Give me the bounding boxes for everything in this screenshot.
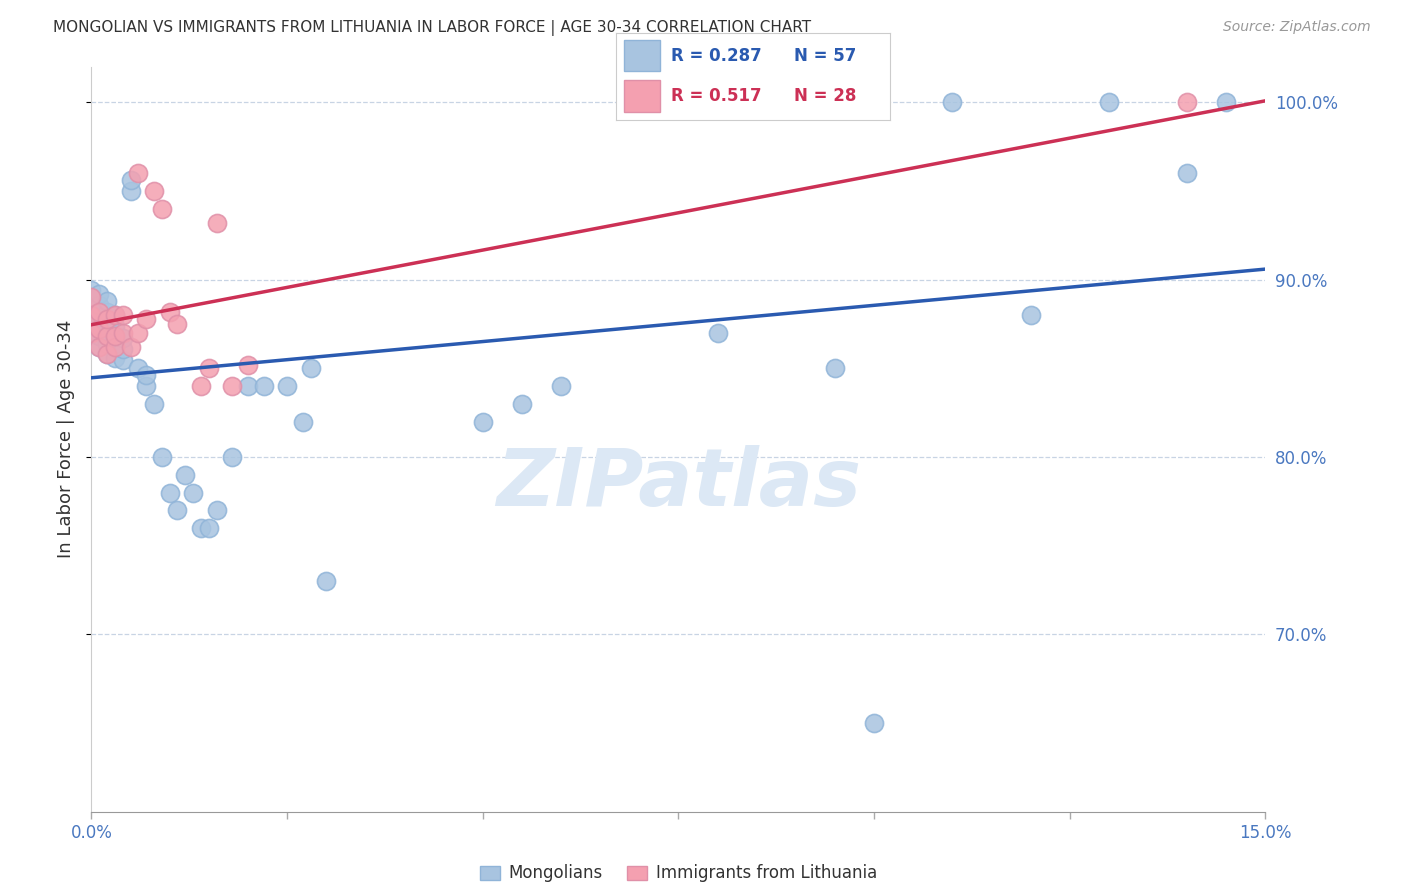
Text: MONGOLIAN VS IMMIGRANTS FROM LITHUANIA IN LABOR FORCE | AGE 30-34 CORRELATION CH: MONGOLIAN VS IMMIGRANTS FROM LITHUANIA I…: [53, 20, 811, 36]
Point: [510, 397, 533, 411]
Point: [1098, 95, 1121, 110]
Y-axis label: In Labor Force | Age 30-34: In Labor Force | Age 30-34: [58, 320, 76, 558]
Point: [1175, 166, 1198, 180]
Point: [89, 297, 111, 311]
Point: [159, 304, 181, 318]
Point: [120, 184, 142, 198]
Point: [104, 308, 127, 322]
Point: [471, 415, 494, 429]
Point: [80, 326, 103, 340]
Legend: Mongolians, Immigrants from Lithuania: Mongolians, Immigrants from Lithuania: [474, 858, 883, 889]
Point: [96, 336, 118, 351]
Point: [190, 521, 212, 535]
Point: [205, 216, 228, 230]
Point: [80, 326, 103, 340]
Point: [941, 95, 963, 110]
Point: [299, 361, 322, 376]
Point: [111, 352, 134, 367]
Text: N = 57: N = 57: [794, 46, 856, 65]
Point: [1215, 95, 1237, 110]
Text: Source: ZipAtlas.com: Source: ZipAtlas.com: [1223, 20, 1371, 34]
Point: [80, 284, 103, 298]
Point: [824, 361, 846, 376]
Point: [135, 311, 157, 326]
Point: [80, 304, 103, 318]
Text: N = 28: N = 28: [794, 87, 856, 105]
Point: [89, 304, 111, 318]
Point: [291, 415, 314, 429]
Point: [150, 450, 173, 464]
Point: [89, 286, 111, 301]
Point: [89, 308, 111, 322]
Point: [96, 347, 118, 361]
Point: [96, 304, 118, 318]
Text: ZIPatlas: ZIPatlas: [496, 445, 860, 523]
Point: [120, 340, 142, 354]
Bar: [624, 40, 659, 71]
Point: [89, 340, 111, 354]
Point: [236, 379, 259, 393]
Point: [104, 340, 127, 354]
Point: [111, 342, 134, 356]
Point: [104, 318, 127, 333]
Point: [221, 450, 243, 464]
Point: [190, 379, 212, 393]
Point: [104, 329, 127, 343]
Text: R = 0.517: R = 0.517: [671, 87, 761, 105]
Point: [181, 485, 204, 500]
Point: [159, 485, 181, 500]
Point: [96, 326, 118, 340]
Point: [143, 397, 166, 411]
Point: [135, 368, 157, 383]
Point: [174, 467, 197, 482]
Point: [104, 329, 127, 343]
Point: [127, 326, 149, 340]
Point: [104, 340, 127, 354]
Point: [96, 311, 118, 326]
Point: [315, 574, 337, 589]
Point: [80, 293, 103, 308]
Point: [197, 361, 219, 376]
Point: [80, 308, 103, 322]
Point: [111, 308, 134, 322]
Point: [150, 202, 173, 216]
Point: [127, 166, 149, 180]
Point: [236, 358, 259, 372]
Point: [96, 293, 118, 308]
Bar: [624, 80, 659, 112]
Point: [89, 322, 111, 336]
Point: [96, 329, 118, 343]
Point: [166, 503, 188, 517]
Point: [111, 331, 134, 345]
Point: [120, 173, 142, 187]
Point: [1019, 308, 1042, 322]
Point: [96, 347, 118, 361]
Point: [96, 315, 118, 329]
Point: [143, 184, 166, 198]
Point: [166, 317, 188, 331]
Point: [550, 379, 572, 393]
Point: [89, 318, 111, 333]
Point: [221, 379, 243, 393]
Point: [80, 315, 103, 329]
Point: [706, 326, 728, 340]
Point: [111, 326, 134, 340]
Point: [80, 290, 103, 304]
Point: [197, 521, 219, 535]
Point: [205, 503, 228, 517]
Point: [276, 379, 298, 393]
Point: [135, 379, 157, 393]
Point: [1175, 95, 1198, 110]
Point: [89, 329, 111, 343]
Point: [104, 351, 127, 365]
Point: [863, 716, 886, 731]
Point: [127, 361, 149, 376]
Point: [104, 308, 127, 322]
Text: R = 0.287: R = 0.287: [671, 46, 762, 65]
Point: [89, 340, 111, 354]
Point: [252, 379, 274, 393]
